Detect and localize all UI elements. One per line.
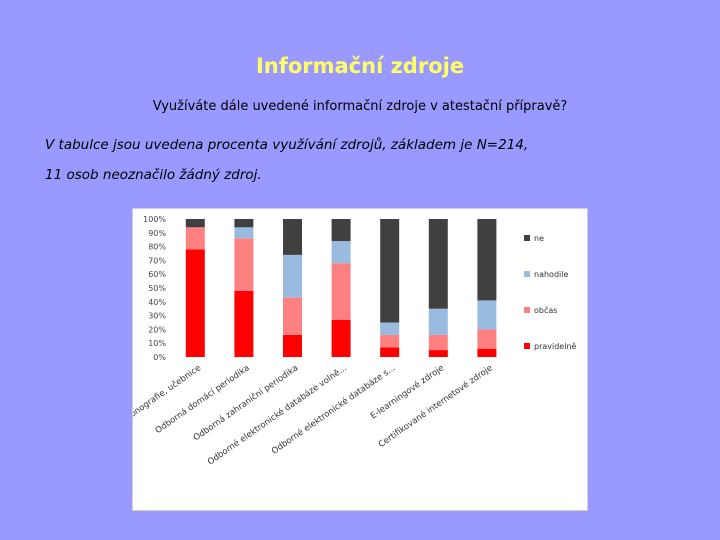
y-tick-label: 40% (148, 298, 166, 307)
bar-segment-pravidelně (380, 347, 400, 357)
y-tick-label: 10% (148, 339, 166, 348)
bar-segment-ne (428, 219, 448, 309)
y-tick-label: 60% (148, 270, 166, 279)
legend-label: ne (534, 234, 544, 243)
bar-segment-ne (234, 219, 254, 228)
bar-segment-ne (380, 219, 400, 323)
bar-segment-občas (428, 334, 448, 351)
legend-swatch (524, 235, 530, 241)
slide-subtitle: Využíváte dále uvedené informační zdroje… (152, 99, 568, 114)
x-category-label: Monografie, učebnice (133, 362, 203, 424)
bar-segment-ne (331, 219, 351, 242)
legend-label: občas (534, 305, 557, 315)
bar-segment-občas (331, 263, 351, 320)
y-tick-label: 20% (148, 325, 166, 334)
y-tick-label: 30% (148, 312, 166, 321)
y-tick-label: 100% (143, 215, 166, 224)
slide-note: V tabulce jsou uvedena procenta využíván… (45, 130, 685, 190)
bar-segment-pravidelně (283, 334, 302, 357)
legend-swatch (524, 271, 530, 277)
legend-swatch (524, 343, 530, 349)
y-tick-label: 90% (148, 229, 166, 238)
bar-segment-ne (477, 219, 497, 301)
bar-segment-občas (185, 227, 205, 250)
bar-segment-ne (283, 219, 302, 255)
note-line-1: V tabulce jsou uvedena procenta využíván… (45, 137, 529, 153)
legend-label: pravidelně (534, 342, 577, 351)
bar-segment-nahodile (234, 227, 254, 239)
bar-segment-nahodile (477, 300, 497, 330)
bar-segment-pravidelně (428, 350, 448, 357)
bar-segment-občas (283, 297, 302, 335)
legend-label: nahodile (534, 270, 568, 279)
x-category-label: Odborná domácí periodika (154, 363, 252, 436)
y-tick-label: 80% (148, 243, 166, 252)
stacked-bar-chart: 0% 10% 20% 30% 40% 50% 60% 70% 80% 90% 100% Monogra… (132, 208, 588, 511)
bar-segment-občas (477, 329, 497, 349)
y-tick-label: 0% (153, 353, 166, 362)
note-line-2: 11 osob neoznačilo žádný zdroj. (45, 167, 262, 183)
bar-segment-nahodile (428, 308, 448, 335)
bar-segment-pravidelně (331, 319, 351, 357)
bar-segment-občas (380, 334, 400, 348)
bar-segment-pravidelně (477, 348, 497, 357)
bar-segment-občas (234, 238, 254, 291)
bar-segment-nahodile (331, 241, 351, 264)
y-tick-label: 50% (148, 284, 166, 293)
bar-segment-pravidelně (234, 290, 254, 357)
bar-segment-pravidelně (185, 249, 205, 357)
bar-segment-ne (185, 219, 205, 228)
bar-segment-nahodile (380, 322, 400, 335)
bar-segment-nahodile (283, 254, 302, 298)
y-tick-label: 70% (148, 256, 166, 265)
slide-title: Informační zdroje (255, 54, 465, 78)
chart-canvas: 0% 10% 20% 30% 40% 50% 60% 70% 80% 90% 100% Monogra… (133, 215, 577, 467)
legend-swatch (524, 307, 530, 313)
